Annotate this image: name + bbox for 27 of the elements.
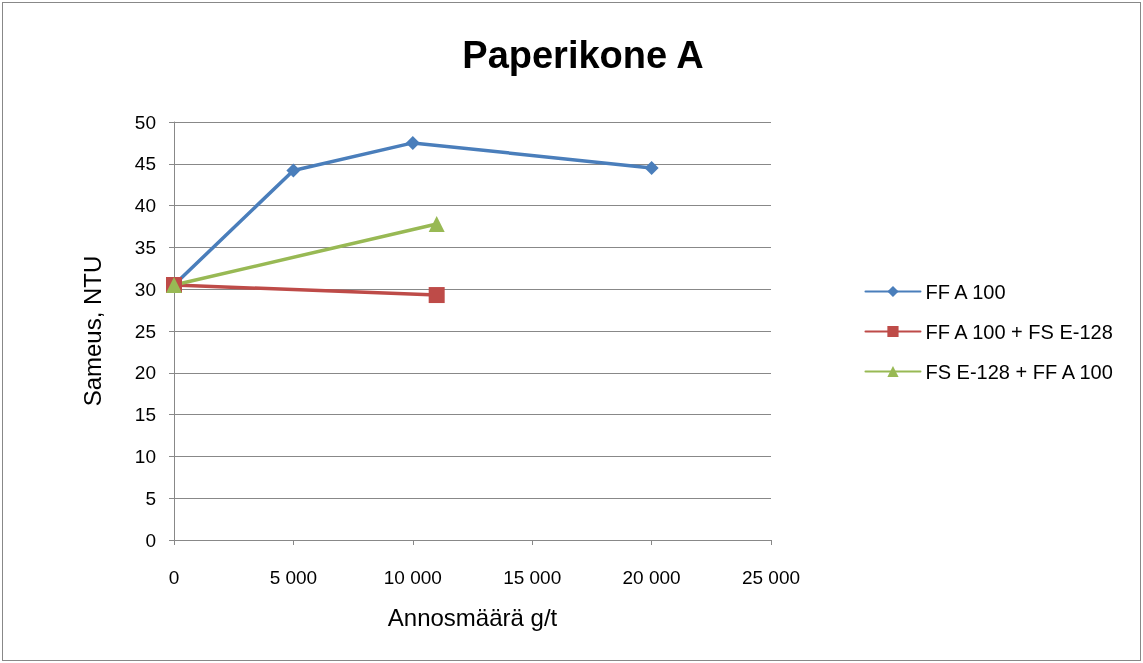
y-tick-label: 40 xyxy=(134,195,156,217)
y-tick-label: 0 xyxy=(145,529,156,551)
x-tick-label: 5 000 xyxy=(269,567,318,588)
point xyxy=(644,160,659,175)
y-tick-label: 35 xyxy=(134,236,156,258)
x-tick-label: 25 000 xyxy=(741,567,801,588)
point xyxy=(405,135,420,150)
x-tick-label: 0 xyxy=(168,567,180,588)
y-tick-label: 25 xyxy=(134,320,156,342)
x-tick-label: 15 000 xyxy=(503,567,562,588)
legend-label: FF A 100 xyxy=(925,280,1006,303)
point xyxy=(428,287,445,304)
y-axis-title: Sameus, NTU xyxy=(78,255,106,407)
legend-label: FF A 100 + FS E-128 xyxy=(925,320,1113,343)
y-tick-label: 30 xyxy=(134,278,156,300)
legend-label: FS E-128 + FF A 100 xyxy=(925,360,1113,383)
y-tick-label: 15 xyxy=(134,404,156,426)
x-tick-label: 10 000 xyxy=(383,567,442,588)
y-tick-label: 10 xyxy=(134,445,156,467)
point xyxy=(286,163,301,178)
y-tick-label: 20 xyxy=(134,362,156,384)
x-axis-title: Annosmäärä g/t xyxy=(387,603,558,631)
chart-title: Paperikone A xyxy=(462,34,704,76)
y-tick-label: 5 xyxy=(145,487,156,509)
x-tick-label: 20 000 xyxy=(622,567,681,588)
y-tick-label: 50 xyxy=(134,111,156,133)
y-tick-label: 45 xyxy=(134,153,156,175)
